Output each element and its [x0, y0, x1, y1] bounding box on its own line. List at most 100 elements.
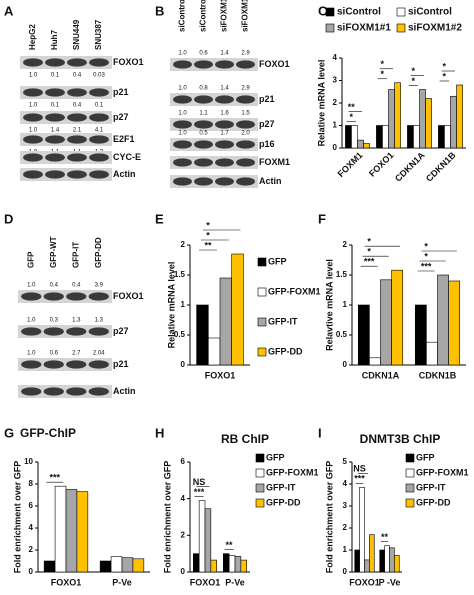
legend-label: GFP: [416, 452, 435, 462]
lane-label: GFP-WT: [49, 236, 58, 268]
quant-label: 0.6: [50, 351, 59, 357]
legend-label: siControl: [337, 7, 381, 18]
blot-band: [67, 153, 87, 162]
quant-label: 0.03: [93, 73, 105, 79]
x-tick-label: CDKN1B: [419, 370, 457, 380]
bar: [240, 559, 248, 573]
y-tick-label: 1: [343, 300, 348, 309]
lane-label: siControl: [199, 0, 208, 32]
sig-label: *: [367, 247, 371, 257]
blot-band: [23, 113, 43, 122]
quant-label: 1.3: [72, 318, 81, 324]
x-tick-label: FOXO1: [190, 577, 221, 587]
sig-label: *: [381, 69, 385, 79]
blot-band: [173, 120, 192, 129]
protein-label: p27: [113, 326, 129, 336]
blot-band: [173, 95, 192, 104]
legend-swatch: [405, 468, 415, 478]
lane-label: HepG2: [28, 24, 37, 50]
bar: [414, 304, 427, 366]
x-tick-label: FOXO1: [349, 577, 380, 587]
blot-strip: [20, 56, 112, 69]
blot-strip: [170, 118, 258, 131]
blot-band: [23, 88, 43, 97]
bar: [65, 489, 78, 573]
blot-band: [43, 327, 64, 336]
sig-label: **: [225, 540, 233, 550]
legend-swatch: [255, 483, 265, 493]
blot-band: [194, 140, 213, 149]
blot-band: [215, 60, 234, 69]
y-axis-title: Fold enrichment over GFP: [162, 461, 172, 574]
legend-swatch: [257, 257, 267, 267]
y-tick-label: 1.5: [174, 270, 186, 279]
blot-band: [23, 170, 43, 179]
x-tick-label: FOXO1: [51, 577, 82, 587]
blot-band: [45, 153, 65, 162]
y-axis-title: Relative mRNA level: [316, 60, 326, 147]
bar: [419, 89, 426, 149]
legend-label: siFOXM1#2: [408, 23, 462, 34]
bar: [99, 560, 112, 573]
blot-band: [236, 60, 255, 69]
blot-band: [23, 58, 43, 67]
quant-label: 1.0: [178, 86, 187, 92]
blot-strip: [170, 58, 258, 71]
y-tick-label: 1.5: [336, 270, 348, 279]
blot-strip: [170, 93, 258, 106]
sig-label: ***: [354, 474, 365, 484]
bar: [364, 559, 370, 573]
legend-swatch: [325, 23, 335, 33]
lane-label: siControl: [178, 0, 187, 32]
blot-band: [173, 177, 192, 186]
bar: [444, 125, 451, 149]
blot-strip: [18, 385, 112, 398]
sig-label: NS: [353, 464, 366, 474]
legend-swatch: [255, 498, 265, 508]
bar: [198, 500, 206, 573]
blot-band: [215, 95, 234, 104]
bar: [450, 95, 457, 149]
y-tick-label: 2: [181, 240, 186, 249]
bar: [369, 534, 375, 573]
blot-band: [89, 88, 109, 97]
legend-label: GFP: [266, 452, 285, 462]
sig-label: ***: [50, 473, 61, 483]
bar: [234, 556, 242, 573]
bar: [388, 89, 395, 149]
bar: [121, 557, 134, 573]
panel-letter: A: [4, 3, 14, 18]
quant-label: 1.0: [178, 111, 187, 117]
blot-band: [43, 360, 64, 369]
protein-label: p21: [259, 94, 275, 104]
blot-band: [67, 170, 87, 179]
blot-band: [45, 113, 65, 122]
quant-label: 1.7: [220, 131, 229, 137]
blot-band: [88, 292, 109, 301]
bar: [357, 304, 370, 366]
blot-band: [236, 158, 255, 167]
blot-band: [45, 135, 65, 144]
bar: [196, 304, 209, 366]
sig-label: **: [204, 240, 212, 250]
sig-label: *: [412, 66, 416, 76]
x-tick-label: P-Ve: [112, 577, 132, 587]
blot-band: [173, 140, 192, 149]
sig-label: *: [367, 237, 371, 247]
lane-label: Huh7: [50, 29, 59, 50]
blot-strip: [170, 175, 258, 188]
sig-label: *: [443, 61, 447, 71]
blot-strip: [170, 156, 258, 169]
blot-strip: [18, 358, 112, 371]
bar: [394, 82, 401, 149]
lane-label: GFP: [26, 251, 35, 268]
blot-band: [215, 140, 234, 149]
y-axis-title: Relavtive mRNA level: [324, 259, 334, 351]
y-tick-label: 4: [333, 53, 338, 62]
blot-strip: [20, 168, 112, 181]
blot-band: [67, 113, 87, 122]
legend-swatch: [257, 287, 267, 297]
bar: [425, 98, 432, 149]
bar: [456, 84, 463, 149]
y-tick-label: 2: [181, 530, 186, 539]
